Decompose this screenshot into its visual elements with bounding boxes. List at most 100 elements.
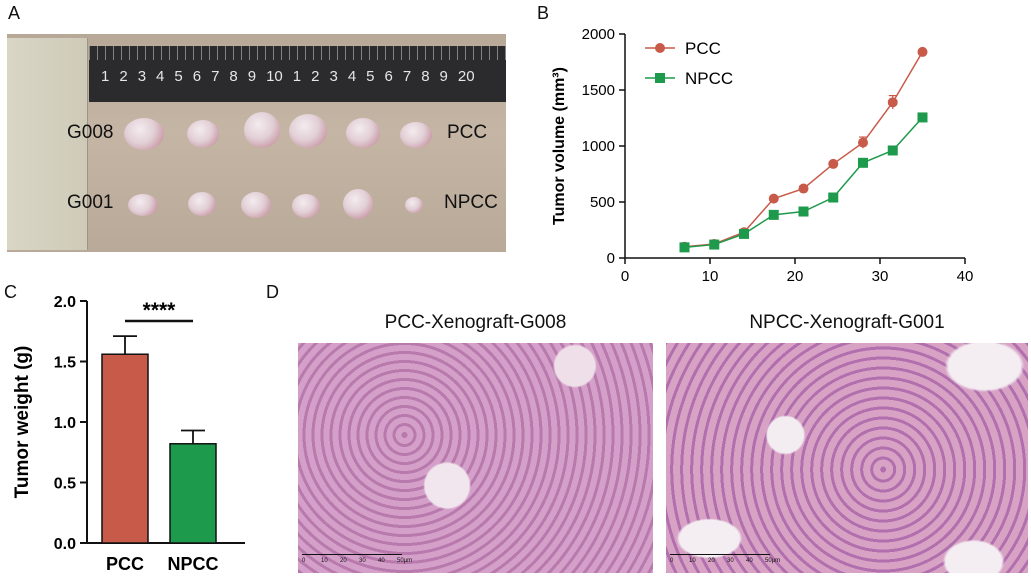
- row-label-g008: G008: [67, 122, 114, 143]
- y-tick-label: 1.0: [54, 415, 76, 432]
- panel-letter-a: A: [8, 3, 21, 23]
- scale-tick-label: 0: [302, 558, 306, 564]
- ruler-number: 8: [421, 68, 430, 85]
- x-tick-label: NPCC: [167, 554, 218, 574]
- scale-tick-label: 40: [746, 558, 753, 564]
- scale-tick-label: 40: [378, 558, 385, 564]
- scale-tick-label: 30: [359, 558, 366, 564]
- histology-image-pcc: 0 10 20 30 40 50µm: [298, 343, 653, 573]
- tumor-photo: 1 2 3 4 5 6 7 8 9 10 1 2 3 4 5 6 7 8 9 20 G008 G001 PCC NPC…: [7, 34, 506, 252]
- tumor-npcc-1: [128, 194, 158, 216]
- legend-label: PCC: [685, 39, 721, 58]
- ruler-number: 5: [174, 68, 183, 85]
- data-point-npcc: [828, 192, 839, 203]
- data-point-npcc: [858, 157, 868, 168]
- ruler-number: 10: [266, 68, 283, 85]
- y-axis-label: Tumor weight (g): [12, 346, 33, 499]
- histo-title-npcc: NPCC-Xenograft-G001: [749, 312, 945, 333]
- y-tick-label: 1500: [582, 82, 615, 99]
- tumor-pcc-5: [346, 118, 380, 148]
- data-point-pcc: [887, 97, 898, 108]
- scale-tick-label: 20: [340, 558, 347, 564]
- tumor-pcc-2: [187, 120, 219, 148]
- scale-bar-pcc: 0 10 20 30 40 50µm: [302, 554, 412, 567]
- tumor-npcc-6: [405, 197, 423, 213]
- y-axis-label: Tumor volume (mm³): [551, 67, 568, 225]
- histology-image-npcc: 0 10 20 30 40 50µm: [666, 343, 1028, 573]
- data-point-pcc: [917, 46, 928, 57]
- ruler-number: 7: [211, 68, 220, 85]
- data-point-pcc: [798, 183, 809, 194]
- bar-pcc: [101, 353, 149, 544]
- ruler-number: 3: [137, 68, 147, 85]
- x-tick-label: 10: [702, 268, 719, 285]
- tumor-weight-chart: 0.0 0.5 1.0 1.5 2.0 Tumor weight (g) PCC NPCC **…: [12, 294, 245, 574]
- vertical-ruler: [7, 38, 88, 250]
- histo-title-pcc: PCC-Xenograft-G008: [384, 312, 567, 333]
- ruler-number: 3: [329, 68, 338, 85]
- y-tick-label: 2000: [582, 26, 615, 43]
- data-point-npcc: [739, 228, 749, 239]
- ruler-number: 9: [247, 68, 257, 85]
- tumor-pcc-4: [289, 114, 327, 148]
- scale-tick-label: 0: [670, 558, 674, 564]
- x-tick-label: 30: [872, 268, 889, 285]
- ruler-number: 8: [229, 68, 238, 85]
- data-point-pcc: [858, 137, 868, 148]
- ruler-number: 6: [192, 68, 202, 85]
- data-point-npcc: [679, 242, 690, 253]
- significance-marker: ****: [143, 299, 177, 322]
- tumor-pcc-3: [244, 112, 280, 148]
- ruler-number: 1: [101, 68, 110, 85]
- ruler-number: 1: [292, 68, 302, 85]
- tumor-pcc-6: [400, 122, 432, 148]
- data-point-npcc: [798, 206, 809, 217]
- y-tick-label: 500: [590, 194, 615, 211]
- y-tick-label: 1.5: [54, 355, 76, 372]
- ruler-number: 4: [156, 68, 165, 85]
- data-point-npcc: [887, 145, 898, 156]
- panel-letter-c: C: [4, 282, 17, 302]
- data-point-pcc: [828, 158, 839, 169]
- series-line-npcc: [684, 116, 924, 249]
- tumor-npcc-5: [343, 189, 373, 219]
- row-label-npcc: NPCC: [444, 192, 498, 213]
- data-point-npcc: [768, 209, 779, 220]
- ruler-number: 7: [402, 68, 412, 85]
- tumor-volume-chart: 0 500 1000 1500 2000 0 10 20 30 40 Tumor volume (m…: [551, 26, 974, 285]
- scale-tick-label: 50µm: [765, 558, 781, 564]
- scale-bar-npcc: 0 10 20 30 40 50µm: [670, 554, 780, 567]
- scale-tick-label: 10: [321, 558, 328, 564]
- data-point-npcc: [709, 239, 720, 250]
- ruler-number: 9: [439, 68, 448, 85]
- x-tick-label: PCC: [106, 554, 144, 574]
- tumor-pcc-1: [124, 118, 164, 150]
- panel-letter-d: D: [266, 282, 279, 302]
- x-tick-label: 40: [957, 268, 974, 285]
- panel-letter-b: B: [537, 3, 550, 23]
- ruler-number: 2: [119, 68, 128, 85]
- bar-npcc: [169, 443, 217, 544]
- y-tick-label: 0.5: [54, 476, 76, 493]
- scale-tick-label: 30: [727, 558, 734, 564]
- ruler-number: 5: [366, 68, 375, 85]
- scale-tick-label: 10: [689, 558, 696, 564]
- tumor-npcc-4: [292, 194, 320, 218]
- y-tick-label: 1000: [582, 138, 615, 155]
- row-label-pcc: PCC: [447, 122, 488, 143]
- data-point-pcc: [768, 193, 779, 204]
- scale-tick-label: 50µm: [397, 558, 413, 564]
- y-tick-label: 2.0: [54, 294, 76, 311]
- ruler-number: 6: [384, 68, 393, 85]
- x-tick-label: 20: [787, 268, 804, 285]
- y-tick-label: 0.0: [54, 536, 76, 553]
- ruler-number: 20: [457, 68, 475, 85]
- scale-tick-label: 20: [708, 558, 715, 564]
- x-tick-label: 0: [621, 268, 629, 285]
- ruler-number: 4: [347, 68, 357, 85]
- legend-label: NPCC: [685, 69, 733, 88]
- y-tick-label: 0: [607, 250, 615, 267]
- legend-marker: [655, 73, 665, 83]
- tumor-npcc-2: [188, 192, 216, 216]
- horizontal-ruler: 1 2 3 4 5 6 7 8 9 10 1 2 3 4 5 6 7 8 9 20: [89, 46, 506, 102]
